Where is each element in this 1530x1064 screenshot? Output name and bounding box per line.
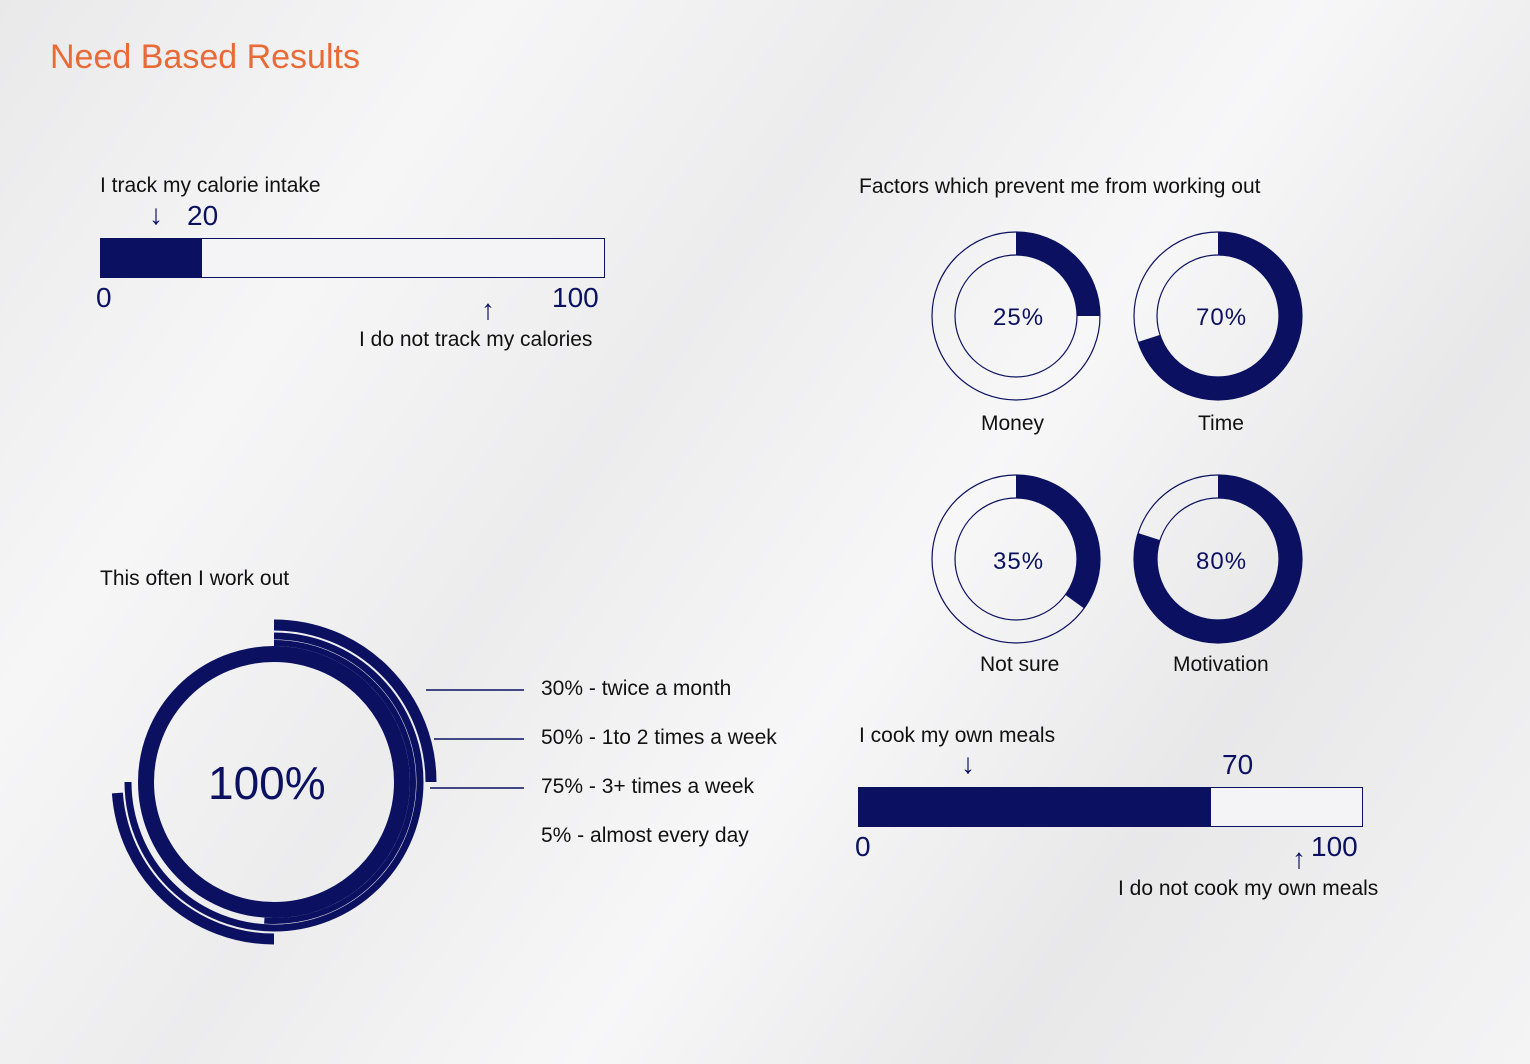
donut-value-arc <box>1015 475 1100 609</box>
workout-arc-4 <box>111 792 275 945</box>
donut-money-label: Money <box>981 412 1045 435</box>
page-title: Need Based Results <box>50 38 360 76</box>
arrow-up-icon: ↑ <box>1292 843 1306 874</box>
arrow-down-icon: ↓ <box>149 199 163 230</box>
calorie-bar-fill <box>101 239 202 277</box>
donut-motivation-label: Motivation <box>1173 653 1269 676</box>
donut-money-pct: 25% <box>993 304 1045 331</box>
donut-not-sure-pct: 35% <box>993 548 1045 575</box>
donut-motivation-pct: 80% <box>1196 548 1248 575</box>
arrow-down-icon: ↓ <box>961 748 975 779</box>
arrow-up-icon: ↑ <box>481 294 495 325</box>
cooking-min-label: 0 <box>855 831 871 862</box>
cooking-max-label: 100 <box>1311 831 1358 862</box>
workout-chart-title: This often I work out <box>100 567 290 590</box>
cooking-bar-fill <box>859 788 1212 826</box>
workout-legend-1: 30% - twice a month <box>541 677 732 700</box>
workout-legend-3: 75% - 3+ times a week <box>541 775 755 798</box>
calorie-annotation: I do not track my calories <box>359 328 593 351</box>
cooking-bar-track <box>858 787 1363 827</box>
cooking-value-label: 70 <box>1222 749 1254 780</box>
calorie-bar-track <box>100 238 605 278</box>
calorie-min-label: 0 <box>96 282 112 313</box>
cooking-annotation: I do not cook my own meals <box>1118 877 1379 900</box>
calorie-max-label: 100 <box>552 282 599 313</box>
calorie-value-label: 20 <box>187 200 219 231</box>
donut-not-sure-label: Not sure <box>980 653 1060 676</box>
workout-legend-2: 50% - 1to 2 times a week <box>541 726 777 749</box>
workout-legend-4: 5% - almost every day <box>541 824 749 847</box>
donut-time-pct: 70% <box>1196 304 1248 331</box>
workout-center-label: 100% <box>208 757 326 809</box>
donut-time-label: Time <box>1198 412 1244 435</box>
cooking-chart-title: I cook my own meals <box>859 724 1056 747</box>
calorie-chart-title: I track my calorie intake <box>100 174 321 197</box>
factors-chart-title: Factors which prevent me from working ou… <box>859 175 1261 198</box>
